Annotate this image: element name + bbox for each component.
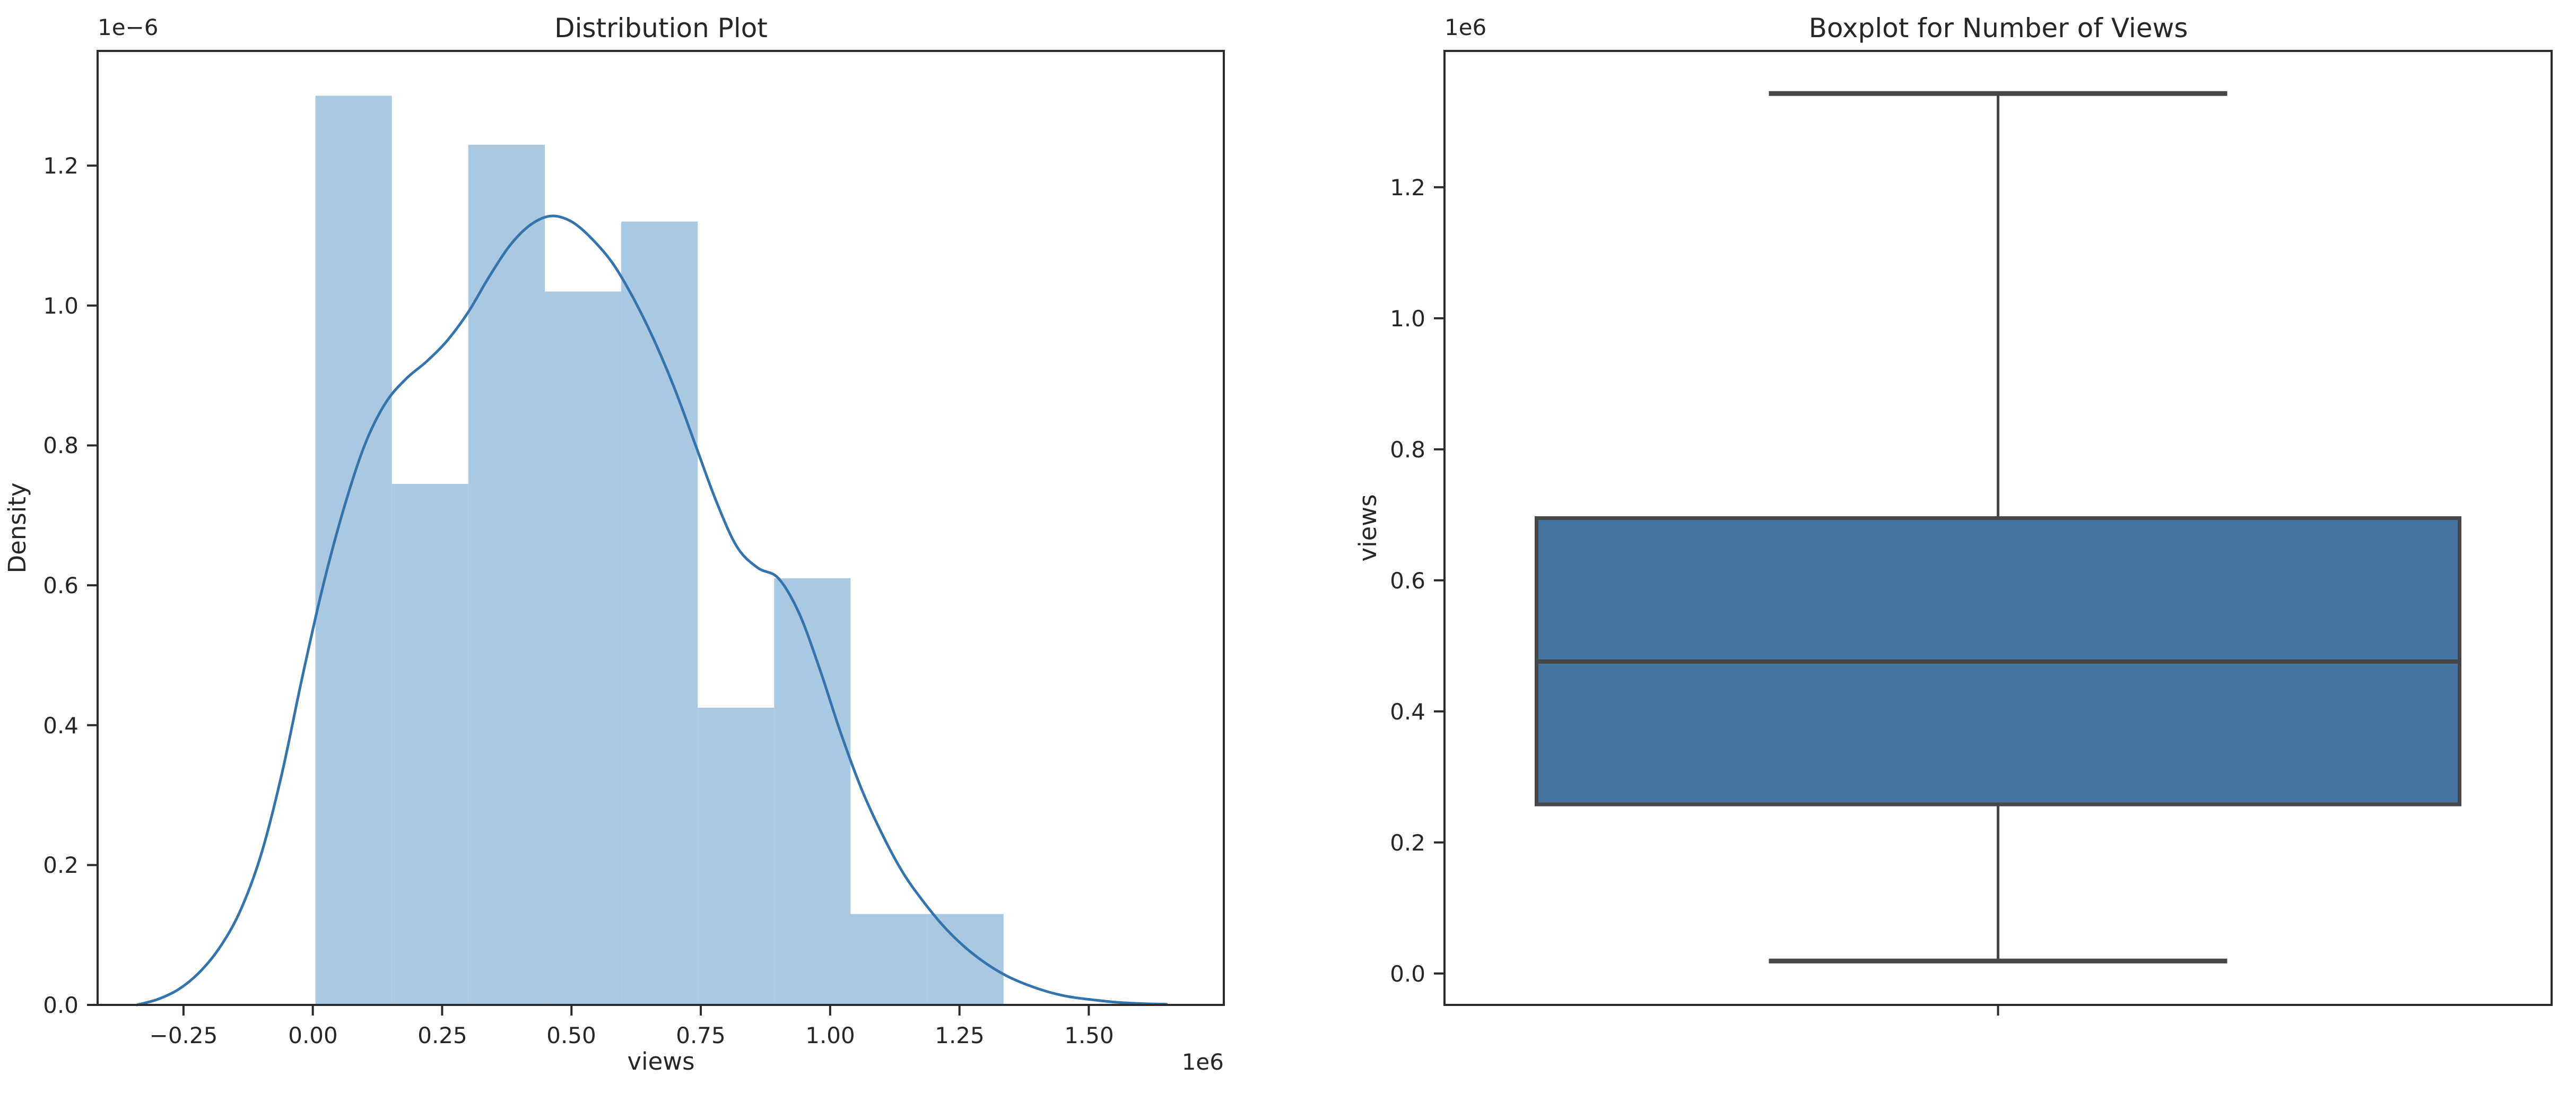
distribution-plot: Distribution Plot 1e−6 1e6 views Density… [3, 13, 1225, 1075]
histogram-bar [391, 483, 468, 1005]
y-tick-label: 0.8 [43, 432, 79, 458]
distribution-x-tick-labels: −0.25 0.00 0.25 0.50 0.75 1.00 1.25 1.50 [150, 1022, 1114, 1048]
x-tick-label: 0.75 [676, 1022, 726, 1048]
boxplot-shapes [1434, 50, 2553, 1016]
y-tick-label: 1.2 [43, 153, 79, 179]
histogram-bars [315, 96, 1004, 1005]
x-tick-label: −0.25 [150, 1022, 218, 1048]
x-tick-label: 1.50 [1064, 1022, 1114, 1048]
histogram-bar [698, 707, 774, 1005]
histogram-bar [927, 914, 1004, 1005]
boxplot-y-offset-text: 1e6 [1444, 14, 1486, 40]
y-tick-label: 0.6 [43, 572, 79, 598]
x-tick-label: 0.25 [417, 1022, 467, 1048]
boxplot-y-tick-labels: 0.0 0.2 0.4 0.6 0.8 1.0 1.2 [1390, 175, 1425, 987]
x-tick-label: 0.00 [288, 1022, 338, 1048]
x-tick-label: 0.50 [546, 1022, 596, 1048]
boxplot-chart: Boxplot for Number of Views 1e6 views 0.… [1354, 13, 2553, 1016]
distribution-y-tick-labels: 0.0 0.2 0.4 0.6 0.8 1.0 1.2 [43, 153, 79, 1018]
y-tick-label: 0.8 [1390, 437, 1425, 463]
distribution-plot-title: Distribution Plot [554, 13, 768, 44]
y-tick-label: 0.2 [43, 852, 79, 878]
distribution-ylabel: Density [3, 482, 31, 573]
y-tick-label: 1.0 [43, 293, 79, 319]
y-tick-label: 0.6 [1390, 568, 1425, 594]
y-tick-label: 0.0 [1390, 961, 1425, 987]
y-tick-label: 1.2 [1390, 175, 1425, 201]
histogram-bar [544, 291, 622, 1005]
y-tick-label: 1.0 [1390, 306, 1425, 332]
kde-curve [135, 214, 1168, 1007]
histogram-bar [315, 96, 392, 1005]
histogram-bar [621, 221, 698, 1005]
y-tick-label: 0.2 [1390, 830, 1425, 856]
distribution-xlabel: views [627, 1047, 694, 1075]
y-tick-label: 0.4 [43, 713, 79, 739]
x-tick-label: 1.00 [805, 1022, 855, 1048]
x-tick-label: 1.25 [935, 1022, 985, 1048]
y-tick-label: 0.4 [1390, 699, 1425, 725]
boxplot-title: Boxplot for Number of Views [1809, 13, 2188, 44]
histogram-bar [468, 144, 545, 1005]
axes-spines [97, 50, 1225, 1006]
distribution-y-offset-text: 1e−6 [98, 14, 158, 40]
distribution-x-offset-text: 1e6 [1182, 1049, 1224, 1075]
distribution-shapes [87, 50, 1225, 1016]
axes-spines [1443, 50, 2553, 1006]
y-tick-label: 0.0 [43, 992, 79, 1018]
histogram-bar [774, 578, 851, 1005]
boxplot-ylabel: views [1354, 494, 1382, 561]
histogram-bar [850, 914, 927, 1005]
